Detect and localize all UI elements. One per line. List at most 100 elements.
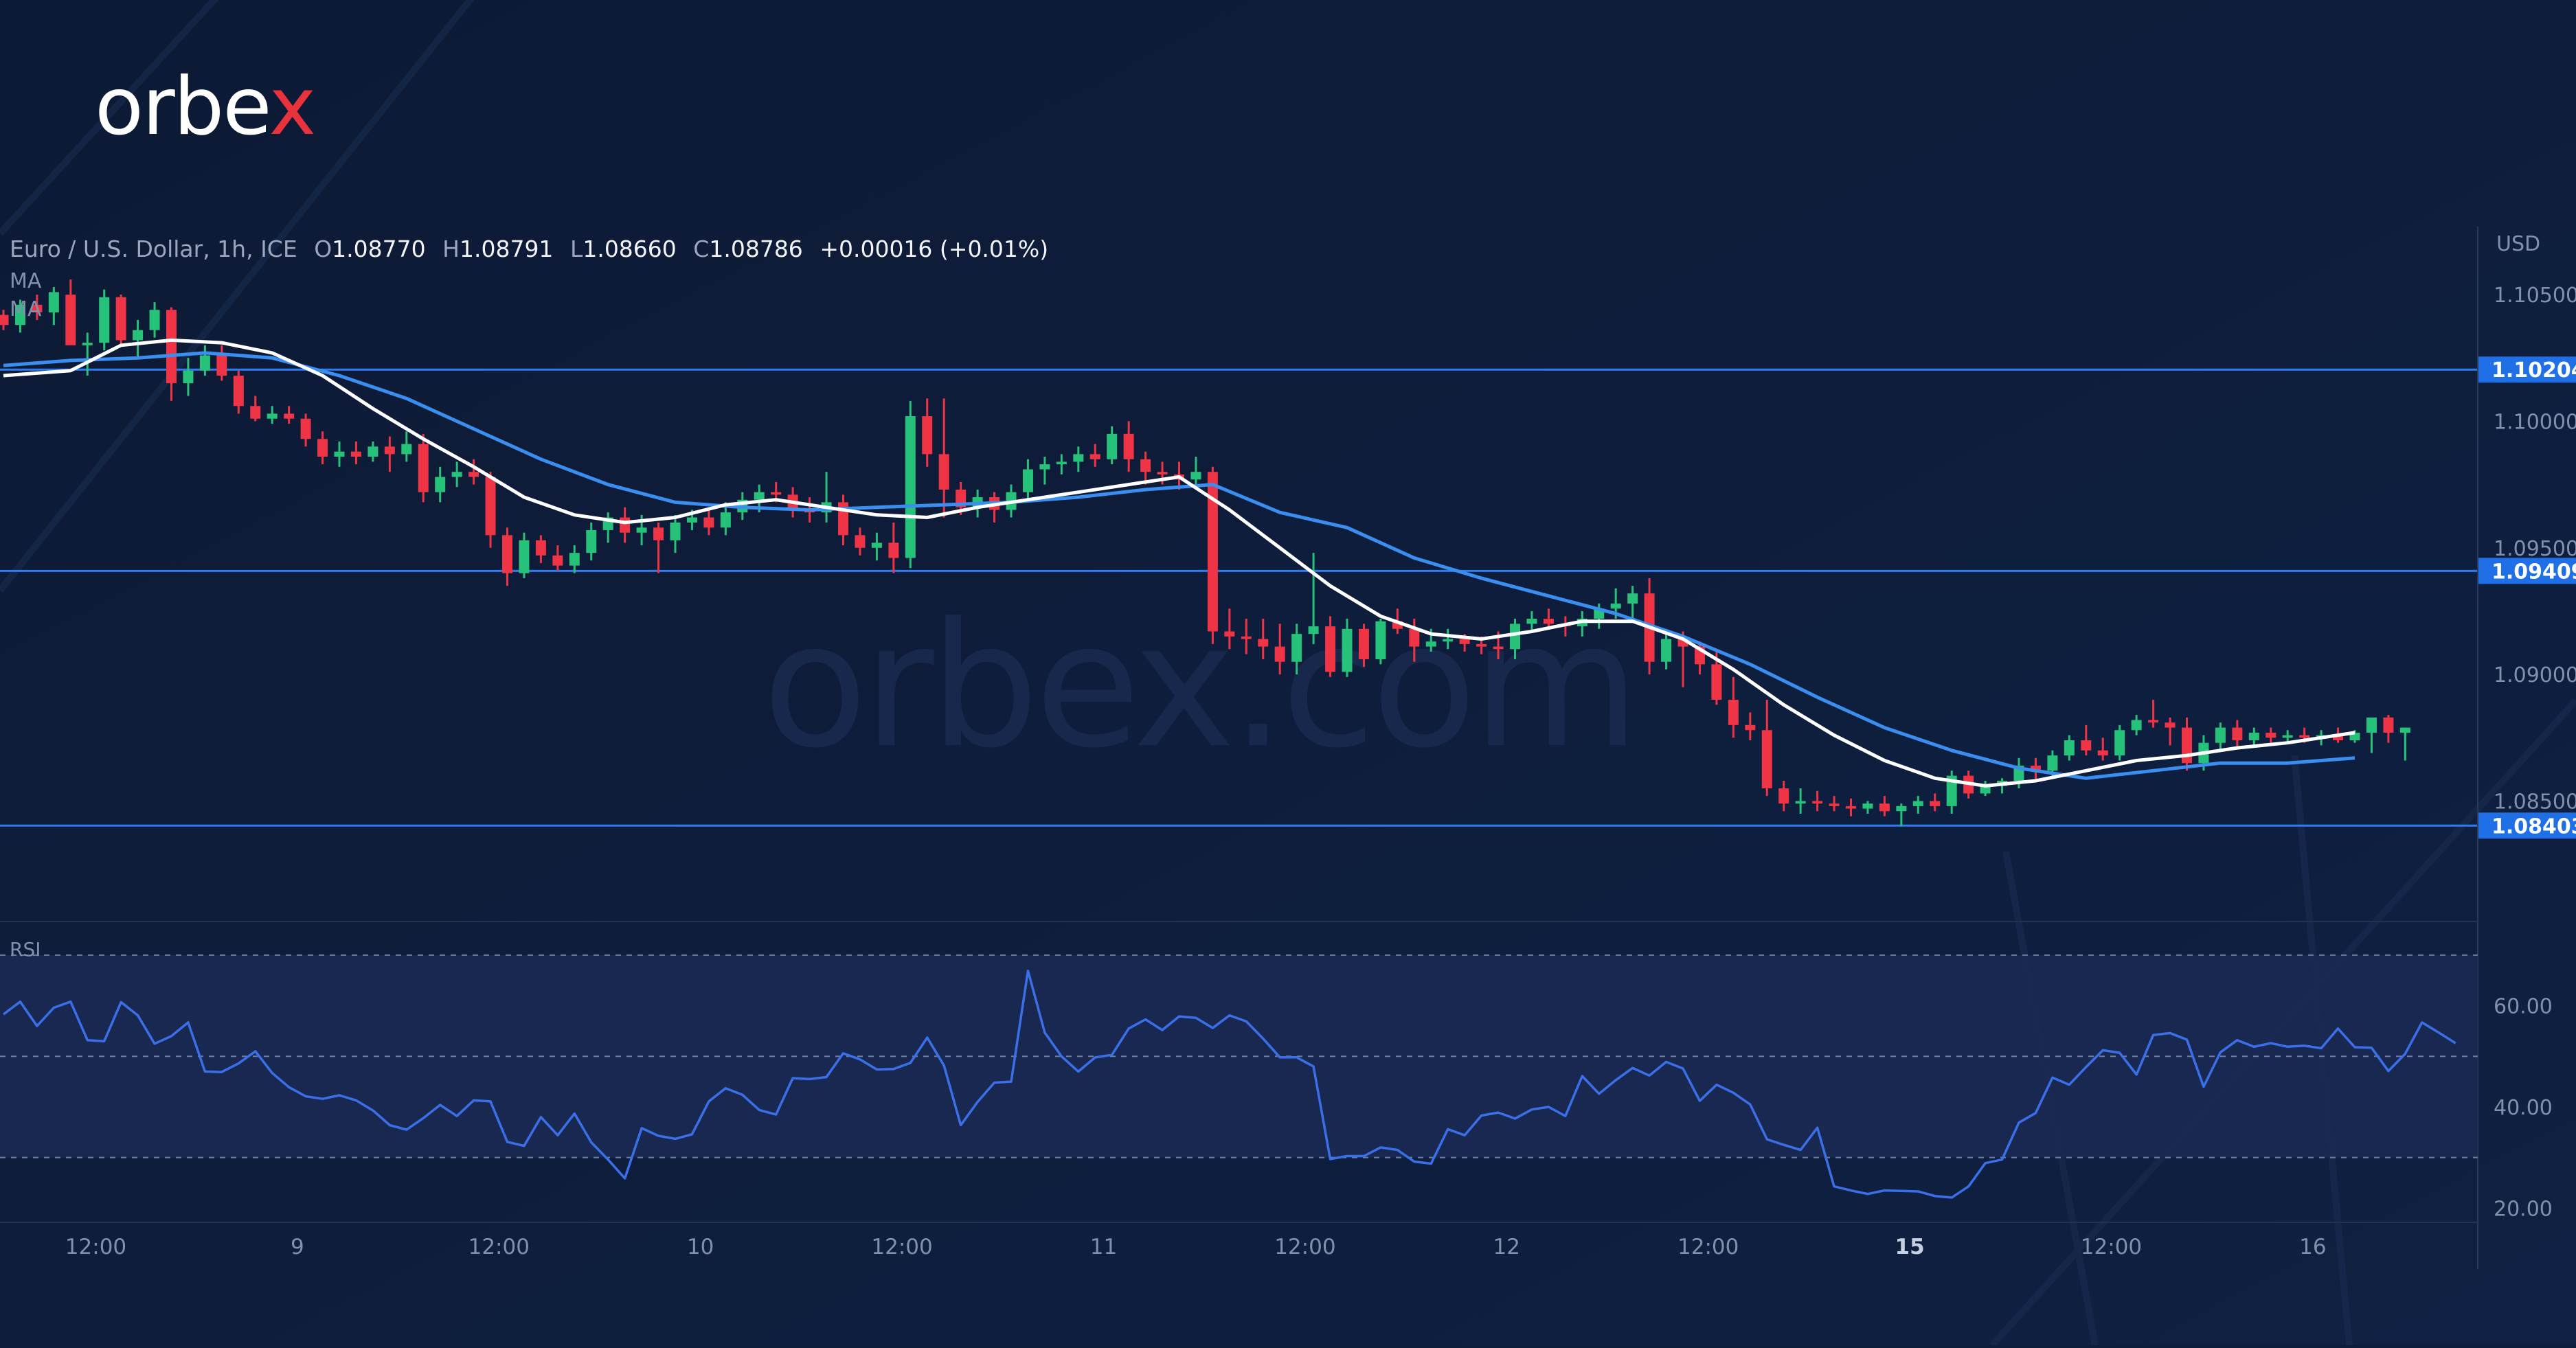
rsi-tick-label: 40.00 (2494, 1096, 2553, 1120)
candle-body (1190, 472, 1201, 480)
candle-body (267, 413, 278, 419)
candle-body (32, 304, 43, 312)
level-label-bg (2478, 356, 2576, 383)
candle-body (0, 315, 9, 325)
candle-body (2148, 720, 2159, 723)
orbex-logo: orbex (95, 60, 316, 153)
time-tick-label: 9 (291, 1235, 304, 1259)
candle-body (2266, 732, 2276, 738)
price-tick-label: 1.09000 (2494, 663, 2576, 687)
candle-body (1140, 459, 1151, 472)
time-tick-label: 11 (1090, 1235, 1117, 1259)
candle-body (284, 413, 295, 419)
candle-body (384, 446, 395, 455)
symbol-label: Euro / U.S. Dollar, 1h, ICE (10, 236, 297, 262)
rsi-tick-label: 60.00 (2494, 995, 2553, 1019)
candle-body (82, 343, 93, 345)
currency-label: USD (2496, 232, 2541, 256)
candle-body (199, 355, 210, 371)
level-label-bg (2478, 812, 2576, 839)
time-tick-label: 12:00 (1677, 1235, 1739, 1259)
candle-body (1123, 433, 1134, 459)
candle-body (2232, 727, 2243, 741)
candle-body (1896, 806, 1907, 812)
candle-body (451, 472, 462, 477)
candle-body (99, 297, 110, 343)
candle-body (1946, 775, 1957, 806)
candle-body (401, 444, 412, 455)
low-label: L (569, 236, 583, 262)
watermark: orbex.com (762, 586, 1636, 786)
candle-body (552, 555, 563, 566)
ma-slow-line (3, 351, 2355, 780)
level-label-bg (2478, 558, 2576, 584)
candle-body (2165, 722, 2176, 728)
time-tick-label: 12:00 (2081, 1235, 2142, 1259)
candle-body (855, 535, 866, 548)
ma-indicator-label-2[interactable]: MA (10, 297, 42, 321)
candle-body (1325, 626, 1336, 672)
candle-body (1728, 700, 1739, 725)
candle-body (317, 439, 328, 457)
candle-body (1879, 803, 1890, 812)
price-tick-label: 1.10000 (2494, 410, 2576, 434)
candle-body (1812, 801, 1823, 804)
candle-body (233, 376, 244, 407)
level-label: 1.10204 (2492, 358, 2576, 382)
candle-body (1073, 454, 1084, 462)
candle-body (1795, 801, 1806, 804)
candle-body (485, 477, 496, 536)
candle-body (2248, 732, 2259, 741)
candle-body (2366, 717, 2377, 733)
high-label: H (442, 236, 460, 262)
rsi-pane: 60.00 40.00 20.00 (0, 954, 2553, 1223)
level-label: 1.09409 (2492, 560, 2576, 584)
candle-body (2030, 765, 2041, 771)
candle-body (2215, 727, 2226, 743)
candle-body (2383, 717, 2394, 733)
candle-body (2131, 720, 2142, 731)
candle-body (14, 304, 25, 325)
candle-body (1258, 639, 1269, 647)
candle-body (1761, 730, 1772, 789)
candle-body (1912, 801, 1923, 806)
candle-body (1510, 624, 1520, 650)
candle-body (771, 492, 782, 495)
candle-body (183, 370, 194, 384)
candle-body (703, 517, 714, 528)
rsi-indicator-label[interactable]: RSI (10, 938, 41, 961)
candle-body (2064, 740, 2075, 756)
candle-body (938, 454, 949, 490)
time-tick-label: 15 (1895, 1235, 1925, 1259)
candle-body (2282, 735, 2293, 738)
candle-body (905, 416, 916, 558)
time-tick-label: 16 (2299, 1235, 2326, 1259)
candle-body (1157, 472, 1168, 475)
rsi-tick-label: 20.00 (2494, 1197, 2553, 1221)
ma-indicator-label[interactable]: MA (10, 269, 42, 293)
candle-body (653, 527, 664, 540)
candle-body (2299, 735, 2310, 738)
price-tick-label: 1.10500 (2494, 284, 2576, 308)
candle-body (350, 451, 361, 457)
candle-body (1627, 593, 1638, 604)
candle-body (1862, 803, 1873, 809)
time-tick-label: 12:00 (65, 1235, 126, 1259)
candle-body (368, 446, 379, 457)
candle-body (1829, 803, 1840, 806)
candle-body (922, 416, 933, 455)
candle-body (754, 492, 765, 500)
candle-body (1711, 664, 1722, 700)
candle-body (1358, 628, 1369, 660)
candle-body (115, 297, 126, 341)
low-value: 1.08660 (583, 236, 677, 262)
candle-body (2114, 730, 2125, 756)
candle-body (1224, 631, 1235, 637)
candle-body (1846, 806, 1856, 809)
candle-body (1375, 621, 1386, 660)
candle-body (2182, 727, 2192, 764)
candle-body (435, 477, 446, 492)
price-tick-label: 1.09500 (2494, 537, 2576, 561)
candle-body (2081, 740, 2092, 751)
candle-body (1241, 636, 1252, 639)
